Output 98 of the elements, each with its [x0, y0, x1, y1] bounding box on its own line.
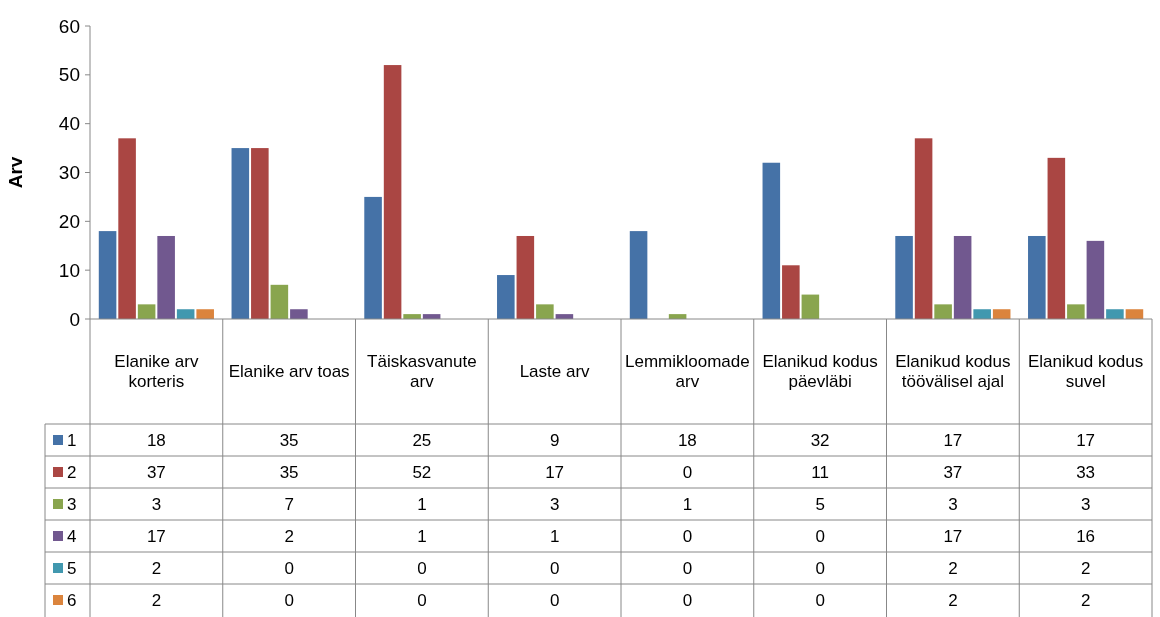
data-label: 0: [682, 462, 693, 482]
data-label: 33: [1076, 462, 1096, 482]
data-label: 2: [284, 526, 294, 546]
y-tick-label: 50: [58, 64, 80, 86]
data-label: 0: [549, 558, 560, 578]
data-label: 0: [417, 590, 427, 610]
data-label: 1: [549, 526, 560, 546]
bar: [497, 275, 515, 319]
y-tick-label: 0: [69, 308, 80, 330]
x-tick-label: Elanikud kodus töövälisel ajal: [895, 352, 1011, 392]
data-label: 1: [417, 494, 427, 514]
data-label: 0: [815, 526, 825, 546]
x-tick-label: Elanikud kodus päevläbi: [762, 352, 878, 392]
bar: [270, 284, 289, 319]
bar: [1086, 240, 1105, 319]
x-tick-label: Laste arv: [519, 362, 591, 382]
legend-label: 3: [67, 494, 77, 514]
bar: [953, 235, 972, 319]
data-label: 37: [146, 462, 166, 482]
data-label: 2: [1080, 590, 1091, 610]
y-tick-label: 10: [58, 259, 80, 281]
bar: [1047, 157, 1066, 319]
bar: [516, 235, 535, 319]
data-label: 2: [948, 590, 958, 610]
bar: [762, 162, 781, 319]
data-label: 32: [810, 430, 830, 450]
y-tick-label: 30: [58, 162, 80, 184]
data-label: 0: [682, 590, 693, 610]
data-label: 17: [943, 526, 963, 546]
bar: [1106, 309, 1124, 319]
data-label: 9: [549, 430, 560, 450]
bar: [231, 148, 250, 319]
bar: [364, 196, 382, 319]
data-label: 3: [948, 494, 958, 514]
bar: [1067, 304, 1085, 319]
data-label: 2: [151, 558, 162, 578]
x-tick-label: Elanikud kodus suvel: [1027, 352, 1144, 392]
bar: [1028, 235, 1046, 319]
y-axis-title: Arv: [5, 156, 26, 189]
x-tick-label: Lemmikloomade arv: [625, 352, 750, 392]
bar: [137, 304, 156, 319]
bar: [629, 231, 648, 319]
y-tick-label: 60: [58, 15, 80, 37]
y-tick-label: 40: [58, 113, 80, 135]
bar: [782, 265, 800, 319]
data-label: 0: [284, 558, 294, 578]
data-label: 18: [146, 430, 166, 450]
data-label: 0: [815, 590, 825, 610]
data-label: 17: [943, 430, 963, 450]
x-tick-label: Täiskasvanute arv: [367, 352, 477, 392]
data-label: 7: [284, 494, 294, 514]
bar: [251, 148, 269, 319]
bar: [383, 65, 402, 319]
bar: [196, 309, 214, 319]
data-label: 0: [549, 590, 560, 610]
bar: [801, 294, 820, 319]
data-label: 35: [279, 430, 299, 450]
bar: [118, 138, 136, 319]
bar: [290, 309, 308, 319]
data-label: 17: [146, 526, 166, 546]
data-label: 0: [682, 558, 693, 578]
x-tick-label: Elanike arv toas: [228, 362, 350, 382]
data-label: 52: [412, 462, 432, 482]
data-label: 2: [151, 590, 162, 610]
data-label: 17: [545, 462, 565, 482]
data-label: 0: [284, 590, 294, 610]
data-label: 3: [1080, 494, 1091, 514]
bar: [98, 231, 117, 319]
data-label: 2: [1080, 558, 1091, 578]
bar: [536, 304, 554, 319]
legend-label: 4: [67, 526, 77, 546]
bar: [973, 309, 991, 319]
data-label: 1: [417, 526, 427, 546]
data-label: 3: [549, 494, 560, 514]
data-label: 5: [815, 494, 825, 514]
data-label: 0: [815, 558, 825, 578]
bar: [934, 304, 952, 319]
data-label: 25: [412, 430, 432, 450]
data-label: 11: [811, 462, 829, 482]
bar: [157, 235, 175, 319]
data-label: 2: [948, 558, 958, 578]
data-label: 35: [279, 462, 299, 482]
data-label: 3: [151, 494, 162, 514]
data-label: 17: [1076, 430, 1096, 450]
data-label: 16: [1076, 526, 1096, 546]
data-label: 0: [682, 526, 693, 546]
bar: [895, 235, 913, 319]
data-label: 18: [677, 430, 697, 450]
legend-label: 5: [67, 558, 77, 578]
legend-label: 2: [67, 462, 77, 482]
x-tick-label: Elanike arv korteris: [114, 352, 199, 392]
data-label: 1: [682, 494, 693, 514]
y-tick-label: 20: [58, 210, 80, 232]
legend-label: 6: [67, 590, 77, 610]
data-label: 0: [417, 558, 427, 578]
bar: [914, 138, 933, 319]
legend-label: 1: [67, 430, 77, 450]
data-label: 37: [943, 462, 963, 482]
